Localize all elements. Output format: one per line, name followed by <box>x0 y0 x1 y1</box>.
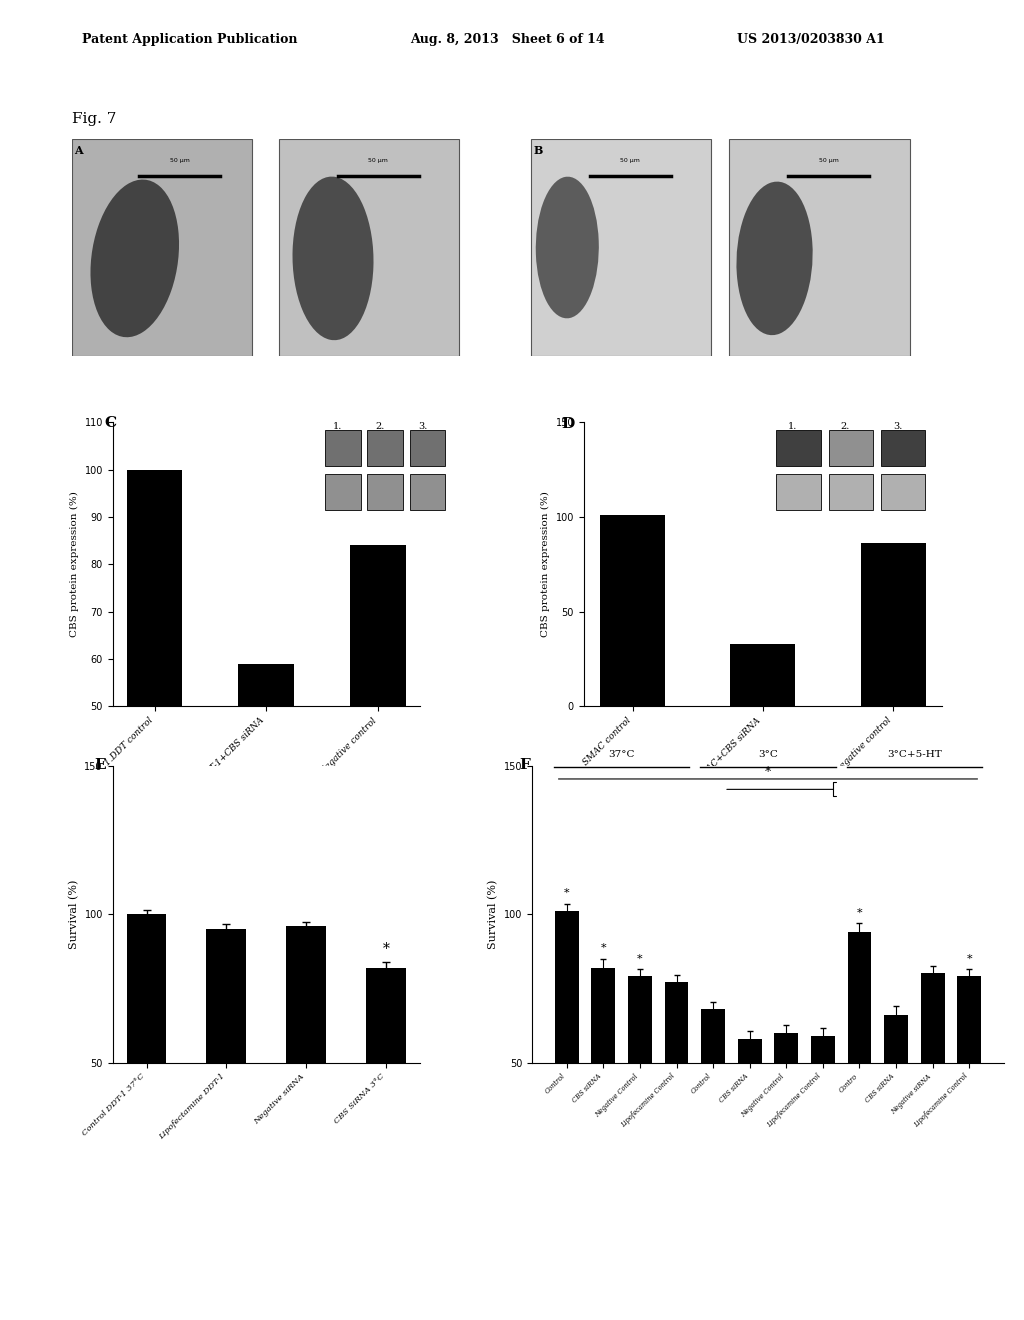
Text: 50 μm: 50 μm <box>621 157 640 162</box>
Text: 3°C+5-HT: 3°C+5-HT <box>887 750 942 759</box>
Bar <box>848 932 871 1212</box>
Bar <box>701 1008 725 1212</box>
Ellipse shape <box>536 177 599 318</box>
Text: *: * <box>637 953 643 964</box>
Text: 50 μm: 50 μm <box>170 157 189 162</box>
FancyBboxPatch shape <box>881 474 926 510</box>
Bar <box>286 925 326 1212</box>
Bar <box>628 977 652 1212</box>
Ellipse shape <box>90 180 179 337</box>
Text: 3°C: 3°C <box>758 750 778 759</box>
Text: 1.: 1. <box>787 422 797 432</box>
Text: C: C <box>104 416 117 430</box>
Bar <box>957 977 981 1212</box>
Text: 2.: 2. <box>841 422 850 432</box>
Text: 3.: 3. <box>419 422 428 432</box>
Text: 1.: 1. <box>333 422 343 432</box>
FancyBboxPatch shape <box>881 430 926 466</box>
FancyBboxPatch shape <box>410 474 445 510</box>
Bar <box>127 470 182 942</box>
FancyBboxPatch shape <box>368 430 403 466</box>
Text: A: A <box>75 145 83 156</box>
Text: 50 μm: 50 μm <box>818 157 839 162</box>
Bar <box>555 911 579 1212</box>
FancyBboxPatch shape <box>279 139 459 356</box>
Text: Patent Application Publication: Patent Application Publication <box>82 33 297 46</box>
Text: 3.: 3. <box>893 422 902 432</box>
FancyBboxPatch shape <box>410 430 445 466</box>
Text: B: B <box>534 145 544 156</box>
FancyBboxPatch shape <box>828 474 873 510</box>
FancyBboxPatch shape <box>729 139 909 356</box>
FancyBboxPatch shape <box>531 139 712 356</box>
Bar <box>350 545 406 942</box>
Bar <box>730 644 796 706</box>
Ellipse shape <box>736 182 813 335</box>
Y-axis label: CBS protein expression (%): CBS protein expression (%) <box>70 491 79 638</box>
Text: *: * <box>564 888 569 899</box>
Y-axis label: CBS protein expression (%): CBS protein expression (%) <box>541 491 550 638</box>
Bar <box>600 515 666 706</box>
Text: *: * <box>857 908 862 917</box>
Text: *: * <box>600 944 606 953</box>
Text: *: * <box>765 766 771 779</box>
Bar <box>811 1036 835 1212</box>
Y-axis label: Survival (%): Survival (%) <box>488 879 499 949</box>
Bar <box>239 664 294 942</box>
Text: D: D <box>561 417 574 432</box>
Bar <box>207 929 247 1212</box>
Text: E: E <box>94 758 106 772</box>
Text: US 2013/0203830 A1: US 2013/0203830 A1 <box>737 33 885 46</box>
Ellipse shape <box>293 177 374 341</box>
Bar <box>127 913 167 1212</box>
Bar <box>738 1039 762 1212</box>
Text: *: * <box>967 953 972 964</box>
Bar <box>774 1032 798 1212</box>
FancyBboxPatch shape <box>828 430 873 466</box>
FancyBboxPatch shape <box>326 430 361 466</box>
Text: 37°C: 37°C <box>608 750 635 759</box>
FancyBboxPatch shape <box>776 474 821 510</box>
Text: 50 μm: 50 μm <box>368 157 388 162</box>
Text: 2.: 2. <box>376 422 385 432</box>
Bar <box>592 968 615 1212</box>
FancyBboxPatch shape <box>368 474 403 510</box>
Bar <box>860 544 926 706</box>
Text: *: * <box>383 941 389 956</box>
FancyBboxPatch shape <box>776 430 821 466</box>
Bar <box>884 1015 908 1212</box>
Text: F: F <box>519 758 530 772</box>
Bar <box>921 973 944 1212</box>
Y-axis label: Survival (%): Survival (%) <box>69 879 79 949</box>
Text: Fig. 7: Fig. 7 <box>72 112 116 127</box>
Text: Aug. 8, 2013   Sheet 6 of 14: Aug. 8, 2013 Sheet 6 of 14 <box>410 33 604 46</box>
FancyBboxPatch shape <box>326 474 361 510</box>
Bar <box>366 968 406 1212</box>
Bar <box>665 982 688 1212</box>
FancyBboxPatch shape <box>72 139 252 356</box>
